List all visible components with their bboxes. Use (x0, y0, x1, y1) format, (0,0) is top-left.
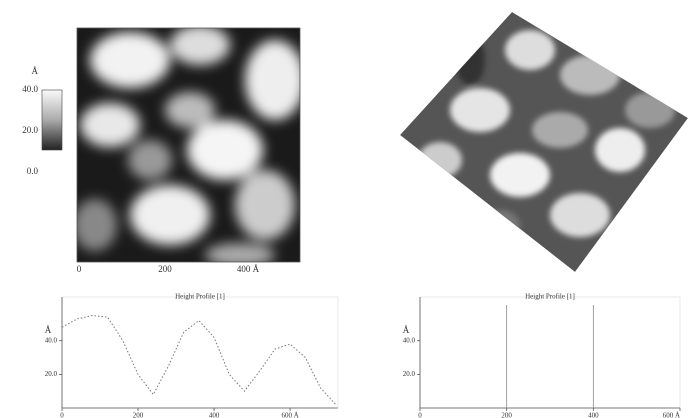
colorbar-tick: 20.0 (22, 125, 38, 135)
y-tick-label: 20.0 (403, 370, 416, 378)
colorbar-unit: Å (32, 66, 39, 76)
y-tick-label: 40.0 (403, 336, 416, 344)
colorbar (42, 90, 62, 150)
image-x-tick: 200 (158, 264, 172, 274)
surface-3d (400, 12, 688, 272)
image-x-tick: 400 Å (237, 264, 260, 274)
x-tick-label: 200 (501, 412, 512, 418)
x-tick-label: 600 Å (663, 412, 680, 418)
y-tick-label: 40.0 (45, 336, 58, 344)
y-axis-label: Å (45, 325, 52, 335)
chart-title: Height Profile [1] (525, 293, 575, 301)
plot-frame (62, 297, 338, 408)
colorbar-tick: 40.0 (22, 84, 38, 94)
y-axis-label: Å (403, 325, 410, 335)
x-tick-label: 600 Å (281, 412, 298, 418)
image-x-tick: 0 (77, 264, 82, 274)
profile-line (62, 316, 336, 405)
afm-image (73, 25, 305, 267)
x-tick-label: 400 (209, 412, 220, 418)
x-tick-label: 0 (60, 412, 64, 418)
plot-frame (420, 297, 680, 408)
x-tick-label: 400 (588, 412, 599, 418)
x-tick-label: 200 (133, 412, 144, 418)
colorbar-tick: 0.0 (27, 166, 39, 176)
y-tick-label: 20.0 (45, 370, 58, 378)
figure: Å 40.0 20.0 0.0 0 200 400 Å Height Profi… (0, 0, 688, 418)
x-tick-label: 0 (418, 412, 422, 418)
chart-title: Height Profile [1] (175, 293, 225, 301)
